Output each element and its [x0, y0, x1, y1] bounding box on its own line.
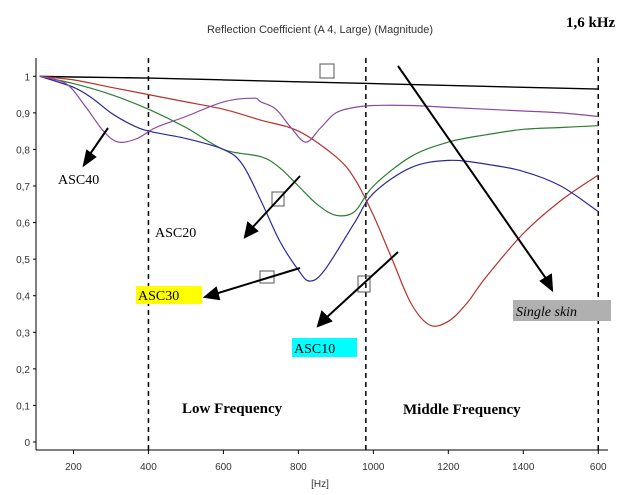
x-tick-label: 1000 [362, 462, 385, 473]
y-tick-label: 0,3 [16, 328, 30, 339]
asc30-highlight [136, 286, 202, 304]
y-tick-label: 0,9 [16, 109, 30, 120]
x-tick-label: 600 [215, 462, 232, 473]
series-line-single-skin [39, 75, 599, 90]
middle-frequency-label: Middle Frequency [403, 402, 521, 418]
y-tick-label: 0,1 [16, 401, 30, 412]
series-line-asc20 [39, 75, 599, 217]
asc20-arrowhead [243, 221, 259, 239]
y-tick-group: 0 0,1 0,2 0,3 0,4 0,5 0,6 0,7 0,8 0,9 1 [16, 72, 36, 449]
asc30-label: ASC30 [138, 289, 179, 304]
freq-1-6khz-label: 1,6 kHz [566, 15, 616, 31]
single-skin-arrow [397, 65, 548, 281]
asc30-arrow [214, 267, 301, 295]
annotations [82, 65, 554, 328]
curve-markers [259, 63, 371, 293]
marker-box [357, 275, 371, 293]
y-tick-label: 0 [24, 438, 30, 449]
series-line-asc40 [39, 75, 599, 143]
single-skin-highlight [513, 300, 611, 321]
series-line-asc30 [39, 75, 599, 282]
asc40-arrow [87, 127, 109, 158]
marker-box [259, 270, 275, 284]
asc10-arrow [325, 251, 399, 319]
x-tick-label: 200 [65, 462, 82, 473]
low-frequency-label: Low Frequency [182, 401, 283, 417]
asc10-arrowhead [316, 310, 333, 328]
y-tick-label: 0,8 [16, 145, 30, 156]
series-line-asc10 [39, 75, 599, 327]
x-axis-label: [Hz] [311, 479, 329, 490]
plot-axes [35, 58, 608, 451]
y-tick-label: 0,4 [16, 292, 30, 303]
x-tick-label: 1200 [437, 462, 460, 473]
asc20-label: ASC20 [155, 226, 196, 241]
x-tick-label: 600 [590, 462, 607, 473]
x-tick-label: 800 [290, 462, 307, 473]
asc30-arrowhead [202, 286, 221, 301]
y-tick-label: 0,7 [16, 182, 30, 193]
frequency-band-dividers [147, 58, 600, 450]
asc40-arrowhead [82, 149, 97, 168]
asc40-label: ASC40 [58, 173, 99, 188]
single-skin-label: Single skin [516, 305, 577, 320]
y-tick-label: 0,6 [16, 219, 30, 230]
y-tick-label: 0,2 [16, 365, 30, 376]
y-tick-label: 1 [24, 72, 30, 83]
marker-box [271, 191, 285, 207]
x-tick-label: 1400 [512, 462, 535, 473]
chart-title: Reflection Coefficient (A 4, Large) (Mag… [207, 24, 433, 36]
asc10-highlight [292, 338, 357, 357]
marker-box [319, 63, 335, 79]
x-tick-group: 200 400 600 800 1000 1200 1400 600 [65, 450, 607, 473]
series-lines [39, 75, 599, 327]
y-tick-label: 0,5 [16, 255, 30, 266]
x-tick-label: 400 [140, 462, 157, 473]
single-skin-arrowhead [539, 273, 554, 293]
asc20-arrow [251, 175, 301, 229]
asc10-label: ASC10 [294, 342, 335, 357]
